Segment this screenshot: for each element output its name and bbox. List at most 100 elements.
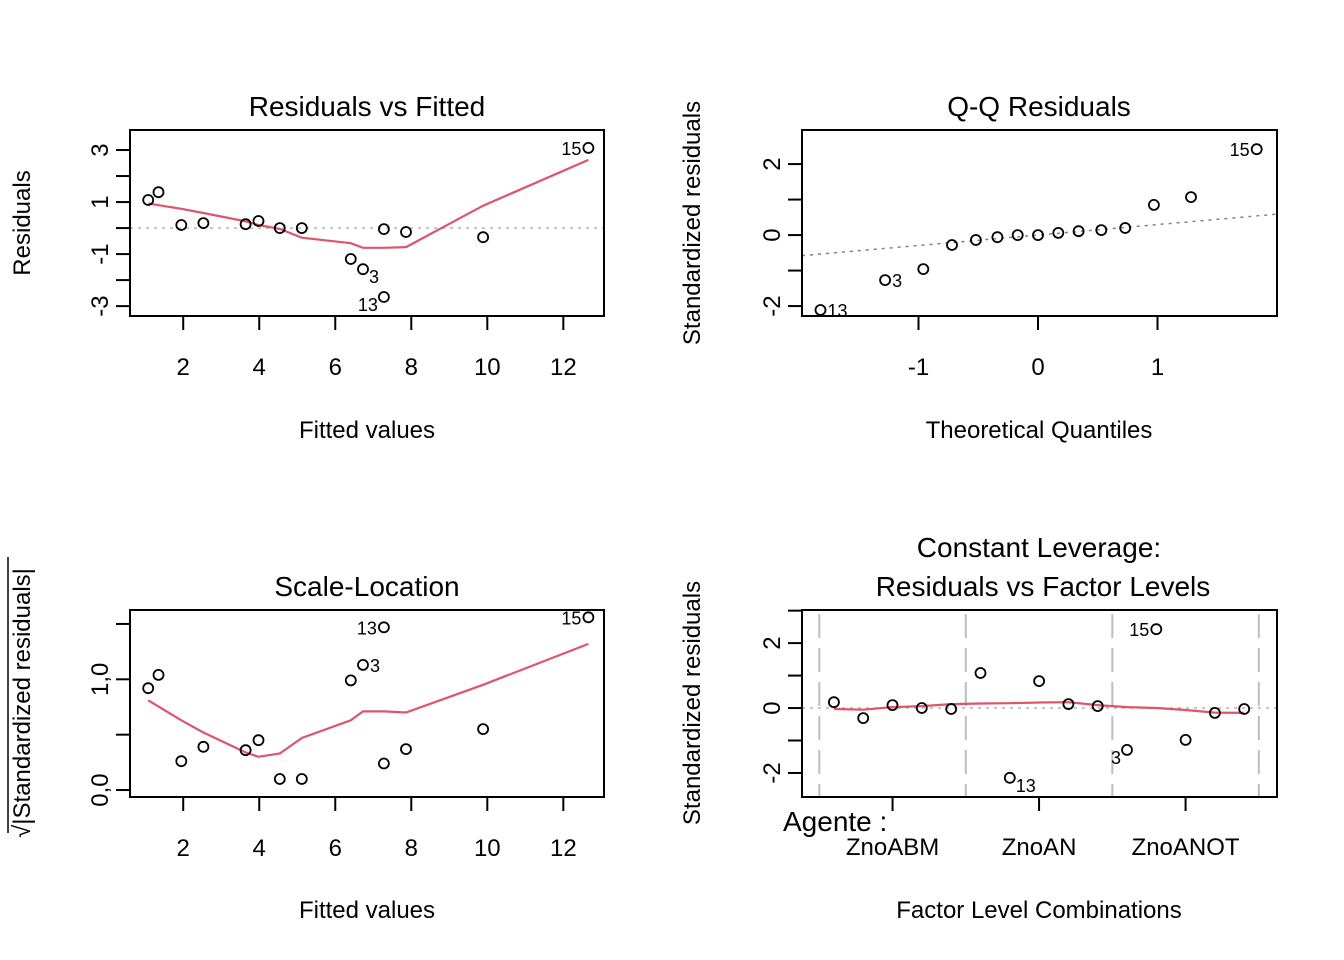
y-axis-label: √|Standardized residuals| — [9, 568, 36, 838]
data-point — [1003, 771, 1016, 784]
y-tick-label: 0 — [759, 228, 786, 241]
x-tick-label: 6 — [329, 835, 342, 862]
data-point — [1033, 675, 1045, 687]
x-tick-label: 10 — [474, 354, 501, 381]
data-point — [970, 234, 982, 246]
x-axis-label: Fitted values — [299, 897, 435, 924]
y-tick-label: 2 — [759, 636, 786, 649]
data-point — [1148, 198, 1160, 211]
panel-residuals-vs-factor-levels: Constant Leverage: Residuals vs Factor L… — [679, 532, 1278, 924]
x-tick-label: 1 — [1151, 354, 1164, 381]
data-point — [1150, 623, 1163, 636]
data-point — [946, 239, 958, 251]
axes-layer: 2 0 -2 ZnoABM ZnoAN ZnoANOT — [759, 609, 1278, 861]
data-point — [477, 231, 490, 244]
data-point — [1119, 222, 1132, 234]
data-point — [1062, 698, 1075, 710]
factor-level-label: ZnoABM — [846, 834, 939, 861]
y-axis-label: Residuals — [9, 170, 36, 275]
x-tick-label: 2 — [177, 835, 190, 862]
data-point — [974, 667, 987, 679]
factor-name-label: Agente : — [783, 806, 887, 837]
data-point — [152, 669, 165, 681]
data-point — [197, 740, 210, 753]
data-point — [377, 223, 390, 236]
axes-layer: 1,0 0,0 2 4 6 8 10 12 — [87, 609, 605, 862]
point-label: 3 — [369, 267, 379, 287]
panel-residuals-vs-fitted: Residuals vs Fitted Fitted values Residu… — [9, 91, 605, 444]
x-axis-label: Fitted values — [299, 417, 435, 444]
data-point — [477, 723, 490, 735]
data-point — [152, 186, 165, 199]
smoother-line — [147, 642, 589, 758]
factor-level-label: ZnoANOT — [1132, 834, 1240, 861]
y-tick-label: 3 — [87, 143, 114, 156]
data-point — [886, 699, 899, 711]
data-point — [175, 219, 188, 231]
data-point — [142, 682, 155, 695]
data-point — [1072, 225, 1085, 238]
y-tick-label: 1 — [87, 195, 114, 208]
data-point — [1032, 229, 1044, 242]
points-layer: 13 3 15 — [814, 140, 1263, 321]
panel-qq-residuals: Q-Q Residuals Theoretical Quantiles Stan… — [679, 91, 1278, 444]
data-point — [377, 291, 390, 303]
panel-scale-location: Scale-Location Fitted values √|Standardi… — [7, 557, 605, 924]
point-label: 13 — [1016, 776, 1036, 796]
data-point — [1250, 143, 1263, 156]
points-layer: 13 3 15 — [828, 620, 1251, 796]
data-point — [1091, 700, 1104, 712]
data-point — [175, 755, 188, 768]
data-point — [142, 194, 155, 206]
data-point — [1179, 734, 1192, 746]
point-label: 13 — [357, 618, 377, 638]
data-point — [1238, 703, 1251, 715]
y-tick-label: -1 — [87, 243, 114, 264]
y-tick-label: -2 — [759, 762, 786, 783]
data-point — [377, 621, 390, 634]
y-axis-label: Standardized residuals — [679, 101, 706, 345]
data-point — [1011, 229, 1024, 242]
data-point — [357, 263, 369, 276]
x-tick-label: 6 — [329, 354, 342, 381]
data-point — [1052, 226, 1065, 239]
data-point — [945, 703, 958, 715]
y-tick-label: 0,0 — [87, 773, 114, 806]
data-point — [344, 253, 357, 265]
y-tick-label: 0 — [759, 701, 786, 714]
smoother-layer — [148, 158, 589, 249]
point-label: 13 — [828, 301, 848, 321]
data-point — [917, 263, 930, 276]
y-tick-label: -2 — [759, 295, 786, 316]
x-tick-label: -1 — [908, 354, 929, 381]
panel-title: Residuals vs Fitted — [249, 91, 486, 122]
y-axis-label: Standardized residuals — [679, 581, 706, 825]
x-tick-label: 4 — [253, 354, 266, 381]
data-point — [252, 734, 265, 747]
panel-title: Q-Q Residuals — [947, 91, 1131, 122]
data-point — [377, 757, 390, 770]
x-tick-label: 0 — [1031, 354, 1044, 381]
data-point — [357, 659, 369, 671]
data-point — [273, 222, 286, 235]
smoother-layer — [147, 642, 589, 758]
data-point — [828, 696, 840, 709]
point-label: 3 — [892, 271, 902, 291]
data-point — [582, 611, 595, 624]
x-tick-label: 12 — [550, 835, 577, 862]
x-tick-label: 10 — [474, 835, 501, 862]
point-label: 15 — [561, 608, 581, 628]
smoother-line — [833, 701, 1245, 714]
panel-title: Constant Leverage: — [917, 532, 1161, 563]
data-point — [991, 231, 1004, 244]
x-tick-label: 2 — [177, 354, 190, 381]
x-tick-label: 4 — [253, 835, 266, 862]
data-point — [295, 222, 308, 235]
point-label: 15 — [1129, 620, 1149, 640]
axes-layer: 3 1 -1 -3 2 4 6 8 10 12 — [87, 129, 605, 381]
panel-subtitle: Residuals vs Factor Levels — [876, 571, 1211, 602]
x-tick-label: 8 — [405, 354, 418, 381]
point-label: 3 — [1111, 748, 1121, 768]
data-point — [400, 743, 412, 755]
points-layer: 3 13 15 — [142, 608, 595, 785]
